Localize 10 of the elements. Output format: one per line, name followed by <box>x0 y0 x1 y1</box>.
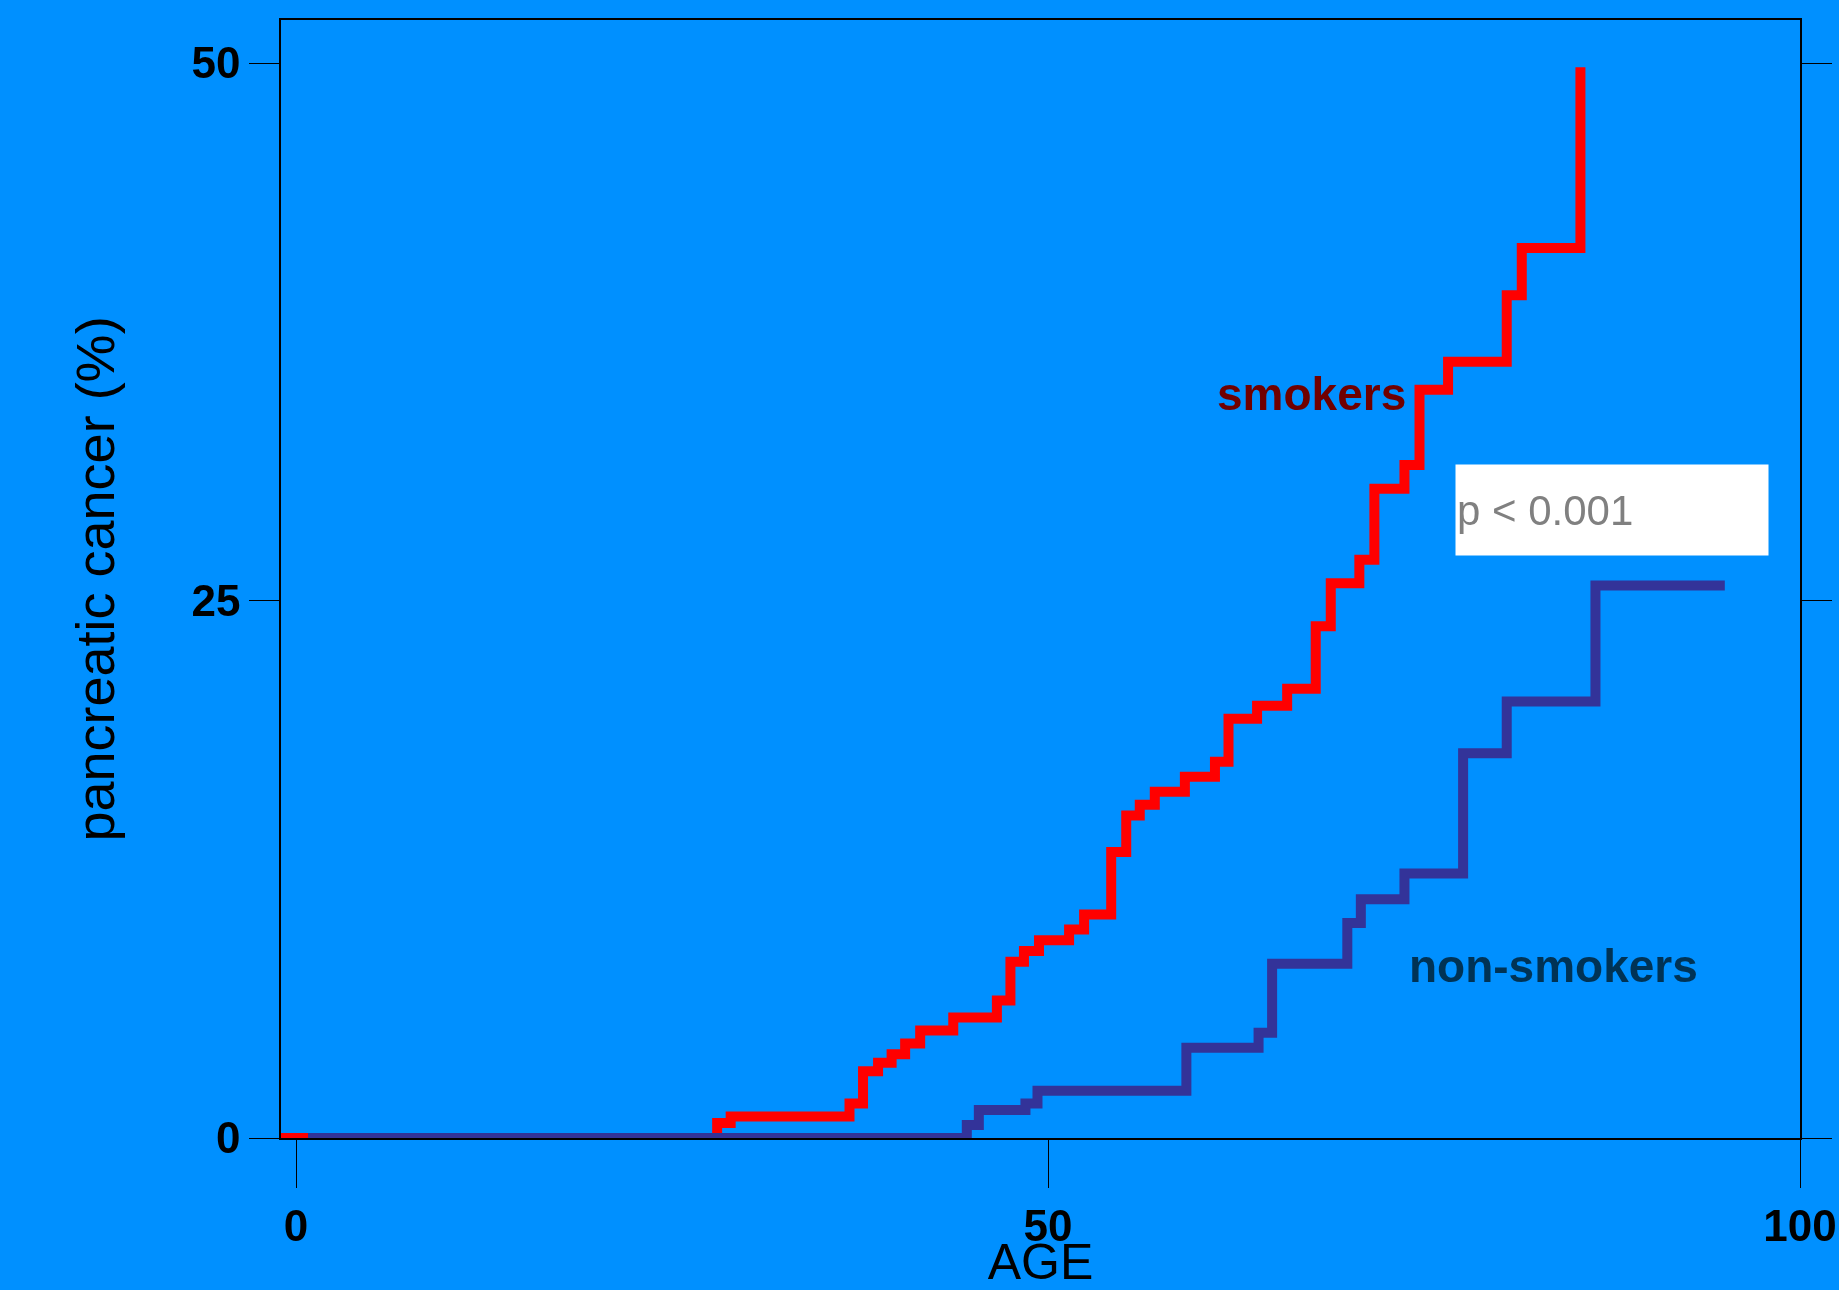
text-box: p < 0.001 <box>1455 464 1769 556</box>
y-tick-label: 0 <box>215 1113 241 1163</box>
series-label: non-smokers <box>1409 940 1698 992</box>
annotation: p < 0.001 <box>1457 486 1634 534</box>
x-tick-label: 0 <box>283 1200 309 1250</box>
series-label: smokers <box>1217 368 1407 420</box>
x-tick-label: 100 <box>1763 1200 1837 1250</box>
y-axis-title: pancreatic cancer (%) <box>64 316 125 842</box>
y-tick-label: 50 <box>191 38 241 88</box>
y-tick-label: 25 <box>191 575 241 625</box>
